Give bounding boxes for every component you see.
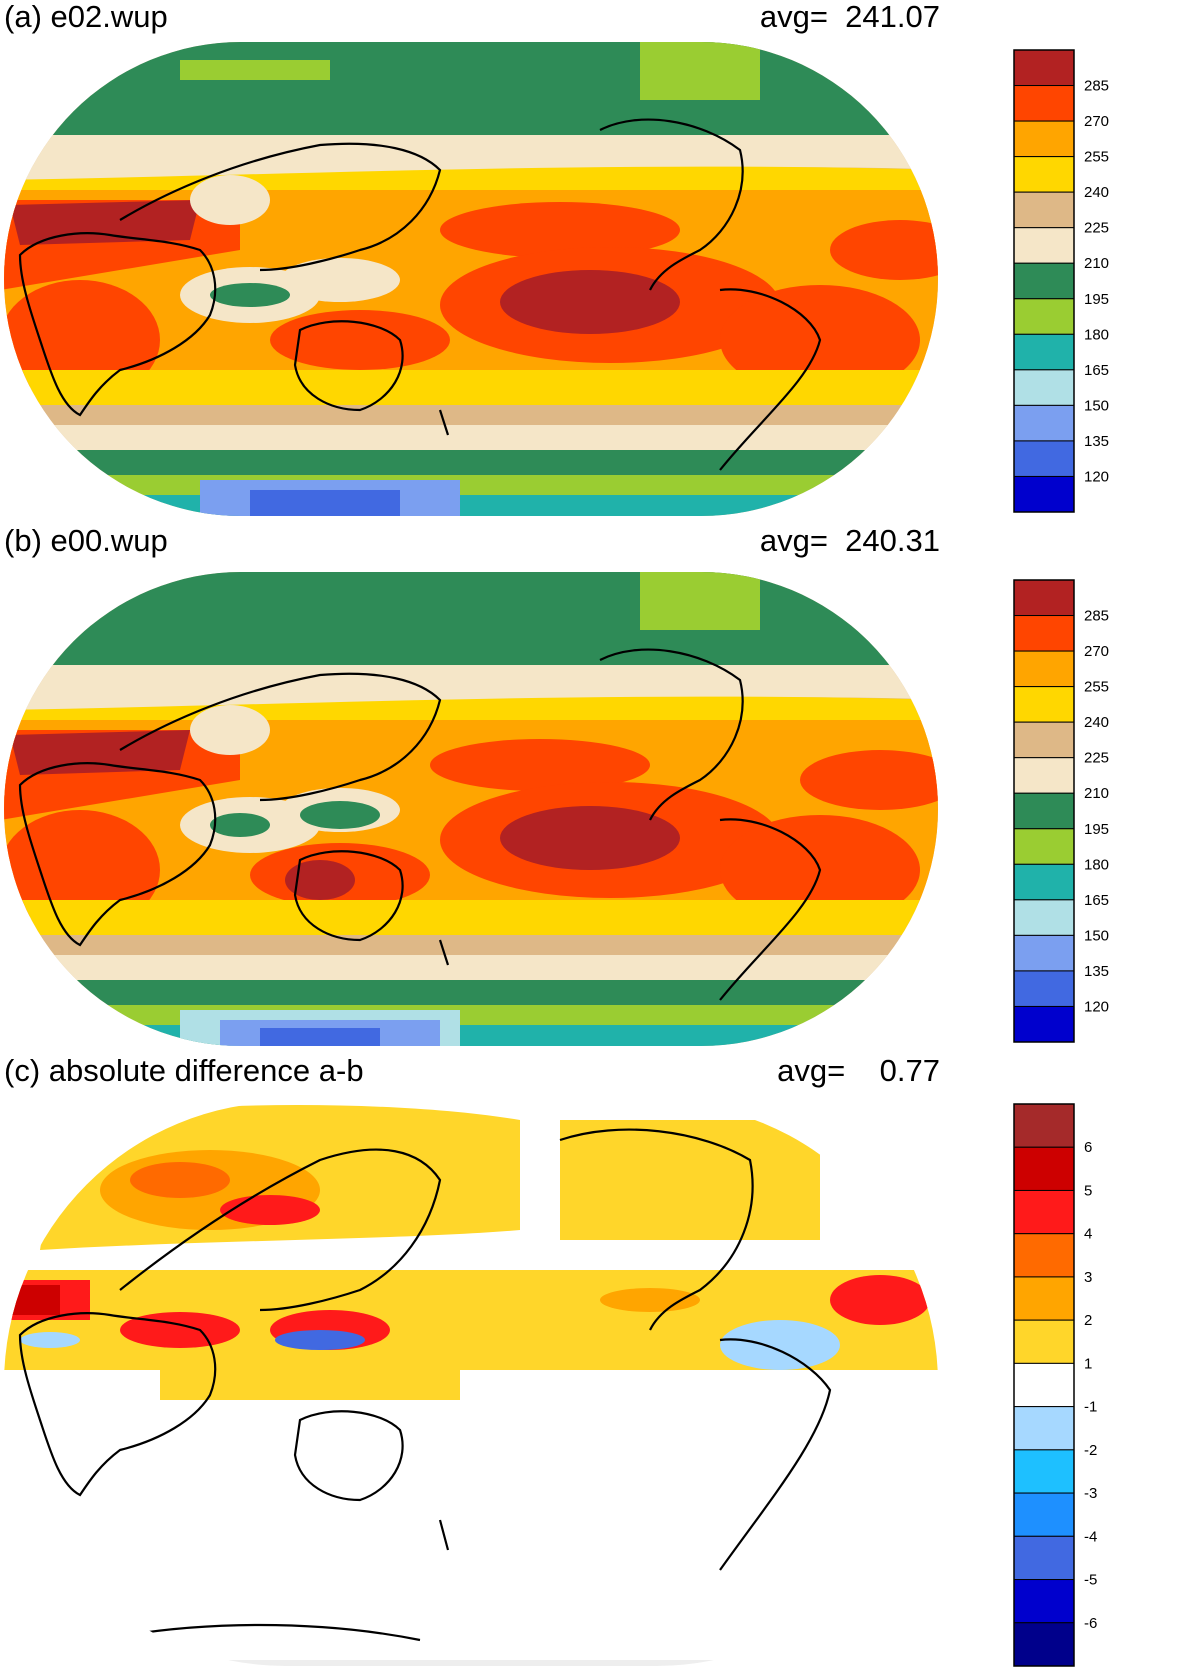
panel-a-average: avg= 241.07 xyxy=(760,0,940,34)
panel-c: (c) absolute difference a-b avg= 0.77 xyxy=(0,1050,1188,1677)
colorbar-swatch xyxy=(1013,49,1075,87)
colorbar-swatch xyxy=(1013,1622,1075,1667)
colorbar-swatch xyxy=(1013,615,1075,652)
colorbar-label: 195 xyxy=(1084,291,1109,308)
panel-b-colorbar: 285 270 255 240 225 210 195 180 165 150 135 120 xyxy=(1013,579,1109,1043)
colorbar-label: 180 xyxy=(1084,856,1109,873)
panel-b-title: (b) e00.wup xyxy=(4,523,168,558)
colorbar-swatch xyxy=(1013,1233,1075,1278)
colorbar-label: 150 xyxy=(1084,397,1109,414)
panel-a-avg-value: 241.07 xyxy=(845,0,940,34)
colorbar-label: -6 xyxy=(1084,1615,1097,1632)
colorbar-label: 180 xyxy=(1084,326,1109,343)
colorbar-label: 5 xyxy=(1084,1182,1092,1199)
colorbar-label: 1 xyxy=(1084,1355,1092,1372)
colorbar-swatch xyxy=(1013,1103,1075,1148)
colorbar-swatch xyxy=(1013,792,1075,830)
panel-c-avg-value: 0.77 xyxy=(879,1053,940,1088)
colorbar-label: 210 xyxy=(1084,255,1109,272)
colorbar-swatch xyxy=(1013,1276,1075,1321)
colorbar-swatch xyxy=(1013,899,1075,936)
colorbar-swatch xyxy=(1013,1535,1075,1581)
colorbar-swatch xyxy=(1013,191,1075,229)
colorbar-swatch xyxy=(1013,262,1075,300)
colorbar-label: 240 xyxy=(1084,714,1109,731)
panel-c-map xyxy=(4,1102,938,1666)
colorbar-label: 120 xyxy=(1084,998,1109,1015)
colorbar-label: 255 xyxy=(1084,149,1109,166)
colorbar-swatch xyxy=(1013,650,1075,688)
colorbar-swatch xyxy=(1013,440,1075,477)
colorbar-label: 4 xyxy=(1084,1226,1092,1243)
colorbar-swatch xyxy=(1013,475,1075,513)
panel-a-avg-label: avg= xyxy=(759,0,828,34)
colorbar-label: 135 xyxy=(1084,963,1109,980)
panel-b: (b) e00.wup avg= 240.31 xyxy=(0,520,1188,1050)
panel-a-map xyxy=(4,42,938,516)
colorbar-label: 225 xyxy=(1084,220,1109,237)
panel-a: (a) e02.wup avg= 241.07 xyxy=(0,0,1188,520)
colorbar-label: 135 xyxy=(1084,433,1109,450)
colorbar-label: -3 xyxy=(1084,1485,1097,1502)
panel-b-avg-label: avg= xyxy=(759,523,828,558)
colorbar-swatch xyxy=(1013,721,1075,759)
colorbar-swatch xyxy=(1013,1492,1075,1537)
colorbar-label: 150 xyxy=(1084,927,1109,944)
colorbar-swatch xyxy=(1013,1579,1075,1624)
colorbar-swatch xyxy=(1013,1005,1075,1043)
colorbar-swatch xyxy=(1013,1362,1075,1408)
colorbar-label: -4 xyxy=(1084,1528,1097,1545)
colorbar-label: 120 xyxy=(1084,468,1109,485)
panel-b-avg-value: 240.31 xyxy=(845,523,940,558)
colorbar-label: 285 xyxy=(1084,608,1109,625)
panel-c-avg-label: avg= xyxy=(777,1053,846,1088)
colorbar-label: 165 xyxy=(1084,362,1109,379)
panel-b-average: avg= 240.31 xyxy=(760,524,940,558)
colorbar-label: 285 xyxy=(1084,78,1109,95)
colorbar-label: 3 xyxy=(1084,1269,1092,1286)
colorbar-swatch xyxy=(1013,1449,1075,1494)
colorbar-swatch xyxy=(1013,369,1075,406)
colorbar-swatch xyxy=(1013,757,1075,794)
panel-b-map xyxy=(4,572,938,1046)
colorbar-swatch xyxy=(1013,120,1075,158)
colorbar-swatch xyxy=(1013,579,1075,617)
colorbar-swatch xyxy=(1013,863,1075,901)
colorbar-label: 255 xyxy=(1084,679,1109,696)
colorbar-swatch xyxy=(1013,1146,1075,1191)
panel-c-colorbar: 6 5 4 3 2 1 -1 -2 -3 -4 -5 -6 xyxy=(1013,1103,1097,1667)
colorbar-label: 240 xyxy=(1084,184,1109,201)
colorbar-swatch xyxy=(1013,1189,1075,1235)
panel-a-colorbar: 285 270 255 240 225 210 195 180 165 150 135 120 xyxy=(1013,49,1109,513)
colorbar-label: -5 xyxy=(1084,1572,1097,1589)
colorbar-swatch xyxy=(1013,227,1075,264)
colorbar-label: 270 xyxy=(1084,113,1109,130)
colorbar-swatch xyxy=(1013,333,1075,371)
colorbar-label: -1 xyxy=(1084,1399,1097,1416)
colorbar-frame xyxy=(1013,1103,1075,1667)
colorbar-label: 270 xyxy=(1084,643,1109,660)
colorbar-frame xyxy=(1013,579,1075,1043)
panel-c-average: avg= 0.77 xyxy=(777,1054,940,1088)
colorbar-label: 225 xyxy=(1084,750,1109,767)
panel-c-title: (c) absolute difference a-b xyxy=(4,1053,364,1088)
colorbar-swatch xyxy=(1013,970,1075,1007)
panel-a-title: (a) e02.wup xyxy=(4,0,168,34)
colorbar-swatch xyxy=(1013,828,1075,865)
colorbar-swatch xyxy=(1013,1319,1075,1364)
colorbar-label: 6 xyxy=(1084,1139,1092,1156)
colorbar-frame xyxy=(1013,49,1075,513)
colorbar-label: 2 xyxy=(1084,1312,1092,1329)
colorbar-swatch xyxy=(1013,934,1075,972)
colorbar-label: -2 xyxy=(1084,1442,1097,1459)
colorbar-swatch xyxy=(1013,156,1075,193)
colorbar-label: 165 xyxy=(1084,892,1109,909)
colorbar-label: 195 xyxy=(1084,821,1109,838)
colorbar-swatch xyxy=(1013,686,1075,723)
colorbar-swatch xyxy=(1013,85,1075,122)
colorbar-label: 210 xyxy=(1084,785,1109,802)
colorbar-swatch xyxy=(1013,1406,1075,1451)
colorbar-swatch xyxy=(1013,298,1075,335)
colorbar-swatch xyxy=(1013,404,1075,442)
